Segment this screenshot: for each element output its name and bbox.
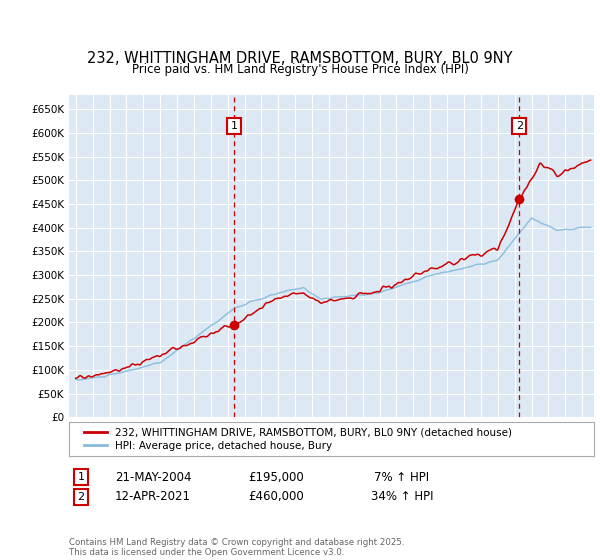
Text: 1: 1 <box>230 121 238 131</box>
Text: 232, WHITTINGHAM DRIVE, RAMSBOTTOM, BURY, BL0 9NY: 232, WHITTINGHAM DRIVE, RAMSBOTTOM, BURY… <box>87 51 513 66</box>
Text: Contains HM Land Registry data © Crown copyright and database right 2025.
This d: Contains HM Land Registry data © Crown c… <box>69 538 404 557</box>
Text: 2: 2 <box>516 121 523 131</box>
Text: Price paid vs. HM Land Registry's House Price Index (HPI): Price paid vs. HM Land Registry's House … <box>131 63 469 76</box>
Text: £195,000: £195,000 <box>248 470 304 484</box>
Text: 34% ↑ HPI: 34% ↑ HPI <box>371 490 433 503</box>
Text: 1: 1 <box>77 472 85 482</box>
Text: 7% ↑ HPI: 7% ↑ HPI <box>374 470 430 484</box>
Text: 12-APR-2021: 12-APR-2021 <box>115 490 191 503</box>
Text: £460,000: £460,000 <box>248 490 304 503</box>
Text: 2: 2 <box>77 492 85 502</box>
Text: 21-MAY-2004: 21-MAY-2004 <box>115 470 191 484</box>
Legend: 232, WHITTINGHAM DRIVE, RAMSBOTTOM, BURY, BL0 9NY (detached house), HPI: Average: 232, WHITTINGHAM DRIVE, RAMSBOTTOM, BURY… <box>79 423 516 455</box>
